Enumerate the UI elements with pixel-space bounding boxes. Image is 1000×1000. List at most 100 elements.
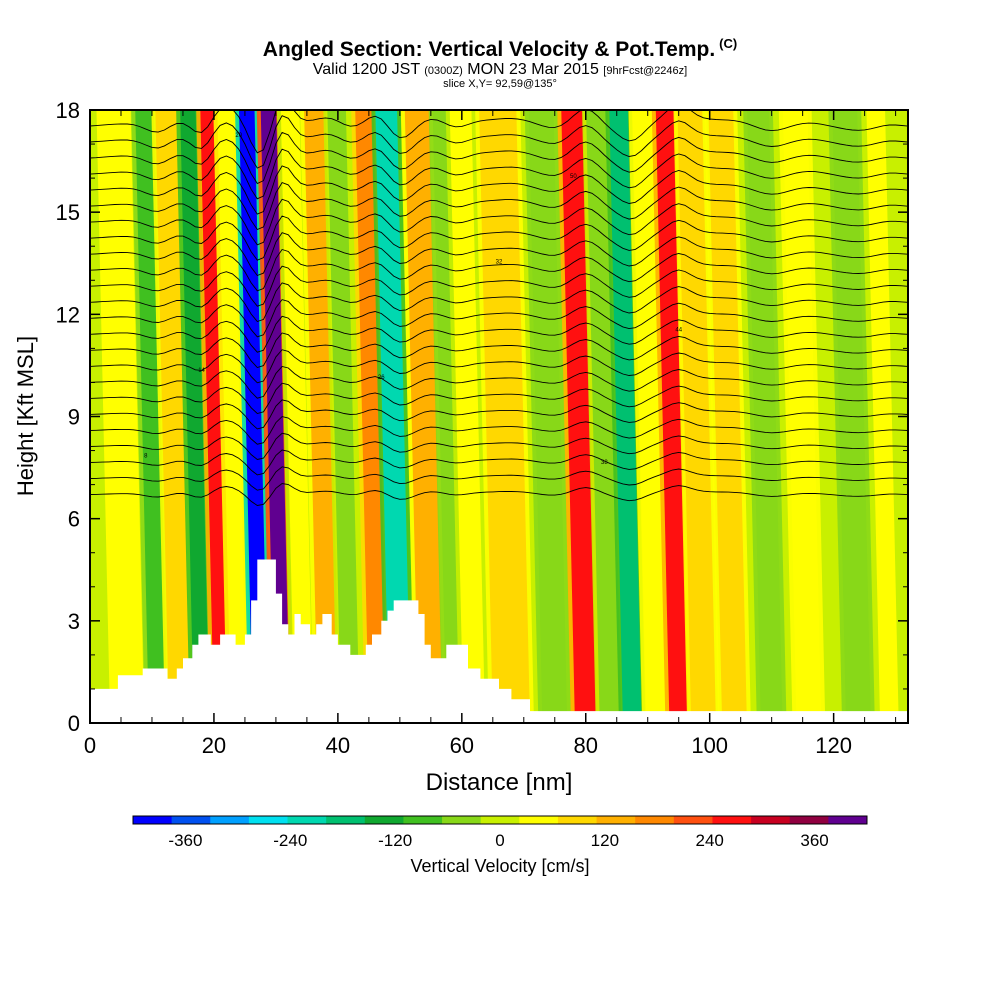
colorbar-swatch	[635, 816, 675, 824]
contour-label: 38	[601, 460, 608, 466]
colorbar-swatch	[248, 816, 289, 824]
colorbar-swatch	[403, 816, 443, 824]
x-tick-label: 20	[202, 733, 226, 758]
colorbar-swatch	[789, 816, 829, 824]
contour-label: 44	[675, 327, 682, 333]
isentrope-line	[90, 382, 908, 415]
isentrope-line	[90, 365, 908, 399]
velocity-band	[327, 110, 360, 723]
velocity-band	[677, 110, 716, 723]
isentrope-line	[90, 282, 908, 323]
velocity-band	[586, 110, 622, 723]
isentrope-line	[90, 232, 908, 277]
velocity-band	[866, 110, 899, 723]
isentrope-line	[90, 332, 908, 369]
x-tick-label: 100	[691, 733, 728, 758]
isentrope-line	[90, 198, 908, 246]
colorbar-swatch	[442, 816, 482, 824]
velocity-field	[90, 110, 908, 723]
colorbar-tick-label: 0	[495, 831, 504, 850]
colorbar-tick-label: -240	[273, 831, 307, 850]
slice-label: slice X,Y= 92,59@135°	[443, 78, 557, 90]
velocity-band	[280, 110, 314, 723]
colorbar-swatch	[828, 816, 868, 824]
x-tick-label: 120	[815, 733, 852, 758]
contour-label: 50	[570, 174, 577, 180]
y-tick-label: 12	[56, 302, 80, 327]
isentrope-line	[90, 131, 908, 185]
isentrope-line	[90, 148, 908, 200]
colorbar-swatch	[171, 816, 211, 824]
colorbar-tick-label: 120	[591, 831, 619, 850]
isentrope-line	[90, 110, 908, 154]
x-tick-label: 40	[326, 733, 350, 758]
velocity-band	[708, 110, 747, 723]
isentrope-line	[90, 165, 908, 215]
colorbar-tick-label: -120	[378, 831, 412, 850]
y-axis-label: Height [Kft MSL]	[13, 336, 38, 496]
chart-title: Angled Section: Vertical Velocity & Pot.…	[262, 36, 738, 61]
y-tick-label: 15	[56, 200, 80, 225]
y-tick-label: 3	[68, 609, 80, 634]
colorbar-swatch	[364, 816, 404, 824]
colorbar-swatch	[673, 816, 713, 824]
colorbar-swatch	[519, 816, 559, 824]
x-tick-label: 0	[84, 733, 96, 758]
velocity-band	[155, 110, 191, 723]
isentrope-line	[90, 115, 908, 169]
isentrope-line	[90, 399, 908, 430]
colorbar-frame	[132, 815, 868, 825]
velocity-band	[304, 110, 340, 723]
isentrope-line	[90, 215, 908, 261]
y-tick-label: 6	[68, 507, 80, 532]
colorbar-label: Vertical Velocity [cm/s]	[410, 856, 590, 876]
contour-label: 20	[235, 133, 242, 139]
isentropes: 8 14 20 26 32 38 44 50	[90, 110, 908, 506]
velocity-band	[217, 110, 247, 723]
velocity-band	[632, 110, 668, 723]
isentrope-line	[90, 315, 908, 353]
contour-label: 14	[198, 368, 205, 374]
axis-ticks: 0 20 40 60 80 100 120 0 3 6 9 12 15 18	[56, 98, 908, 758]
velocity-band	[655, 110, 689, 723]
terrain-fill	[90, 559, 908, 723]
colorbar: -360 -240 -120 0 120 240 360	[132, 815, 868, 850]
velocity-band	[479, 110, 530, 723]
velocity-band	[561, 110, 597, 723]
isentrope-line	[90, 483, 908, 506]
chart-subtitle: Valid 1200 JST (0300Z) MON 23 Mar 2015 […	[312, 61, 688, 78]
y-tick-label: 18	[56, 98, 80, 123]
colorbar-swatch	[133, 816, 173, 824]
velocity-band	[180, 110, 210, 723]
velocity-band	[404, 110, 444, 723]
isentrope-line	[90, 299, 908, 338]
velocity-band	[528, 110, 568, 723]
isentrope-line	[90, 449, 908, 476]
isentrope-line	[90, 182, 908, 231]
velocity-band	[355, 110, 388, 723]
colorbar-swatch	[557, 816, 598, 824]
colorbar-swatch	[210, 816, 250, 824]
x-tick-label: 60	[450, 733, 474, 758]
velocity-band	[375, 110, 411, 723]
terrain	[90, 559, 908, 723]
velocity-band	[135, 110, 168, 723]
colorbar-tick-label: 240	[696, 831, 724, 850]
y-tick-label: 0	[68, 711, 80, 736]
colorbar-swatch	[480, 816, 520, 824]
isentrope-line	[90, 416, 908, 445]
isentrope-line	[90, 432, 908, 460]
y-tick-label: 9	[68, 405, 80, 430]
colorbar-swatch	[712, 816, 752, 824]
colorbar-swatch	[751, 816, 791, 824]
isentrope-line	[90, 265, 908, 307]
colorbar-swatch	[287, 816, 327, 824]
colorbar-tick-label: 360	[800, 831, 828, 850]
isentrope-line	[90, 248, 908, 292]
contour-label: 8	[144, 453, 148, 459]
colorbar-swatch	[326, 816, 366, 824]
velocity-band	[96, 110, 145, 723]
velocity-band	[449, 110, 486, 723]
velocity-band	[782, 110, 822, 723]
